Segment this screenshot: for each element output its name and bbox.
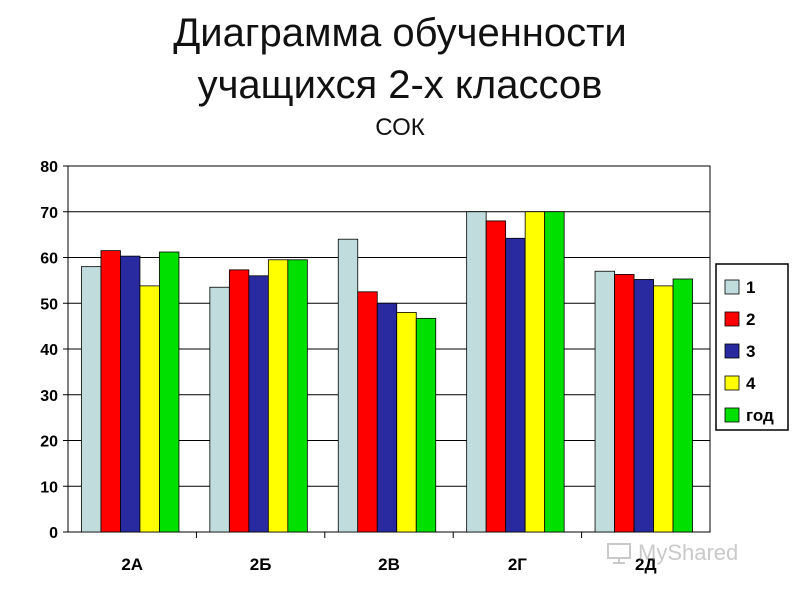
chart-title-line-1: Диаграмма обученности	[173, 11, 627, 55]
legend-swatch	[724, 375, 740, 391]
bar	[485, 220, 507, 533]
bar	[653, 285, 674, 533]
bar	[524, 211, 546, 533]
x-tick-label: 2В	[378, 555, 400, 574]
bar	[159, 251, 180, 533]
bar	[415, 317, 437, 533]
bar	[287, 259, 308, 533]
legend-label: 4	[746, 374, 756, 393]
y-tick-label: 70	[40, 205, 58, 222]
bar	[248, 275, 269, 533]
legend-swatch	[724, 407, 740, 423]
legend-label: год	[746, 406, 774, 425]
bar	[672, 278, 693, 533]
bar	[228, 269, 250, 533]
bar	[357, 291, 378, 533]
y-tick-label: 40	[40, 342, 58, 359]
watermark-logo: MyShared	[606, 538, 766, 568]
y-tick-label: 30	[40, 388, 58, 405]
y-tick-label: 20	[40, 434, 58, 451]
y-tick-label: 50	[40, 296, 58, 313]
y-tick-label: 0	[49, 525, 58, 542]
bar	[81, 266, 102, 533]
bar	[633, 279, 654, 533]
y-tick-label: 60	[40, 251, 58, 268]
chart-title-line-2: учащихся 2-х классов	[197, 63, 603, 107]
legend-swatch	[724, 311, 740, 327]
chart-subtitle: СОК	[375, 114, 425, 141]
watermark-text: MyShared	[638, 540, 739, 565]
bar	[466, 211, 487, 533]
bar	[139, 285, 160, 533]
bar	[505, 237, 526, 533]
x-tick-label: 2А	[121, 555, 143, 574]
bar	[100, 250, 121, 533]
x-tick-label: 2Б	[250, 555, 272, 574]
bar	[337, 238, 359, 533]
x-tick-label: 2Г	[508, 555, 527, 574]
legend-label: 3	[746, 342, 755, 361]
bar	[267, 259, 289, 533]
y-tick-label: 80	[40, 159, 58, 176]
legend-swatch	[724, 343, 740, 359]
x-tick-label: 2Д	[635, 555, 657, 574]
bar	[594, 270, 615, 533]
legend-label: 1	[746, 278, 755, 297]
bar	[544, 211, 565, 533]
legend-swatch	[724, 279, 740, 295]
bar	[376, 302, 398, 533]
bar	[120, 255, 141, 533]
y-tick-label: 10	[40, 479, 58, 496]
bar	[396, 311, 417, 533]
presentation-icon	[607, 543, 631, 564]
legend-label: 2	[746, 310, 755, 329]
bar	[614, 274, 635, 533]
bar	[209, 286, 230, 533]
